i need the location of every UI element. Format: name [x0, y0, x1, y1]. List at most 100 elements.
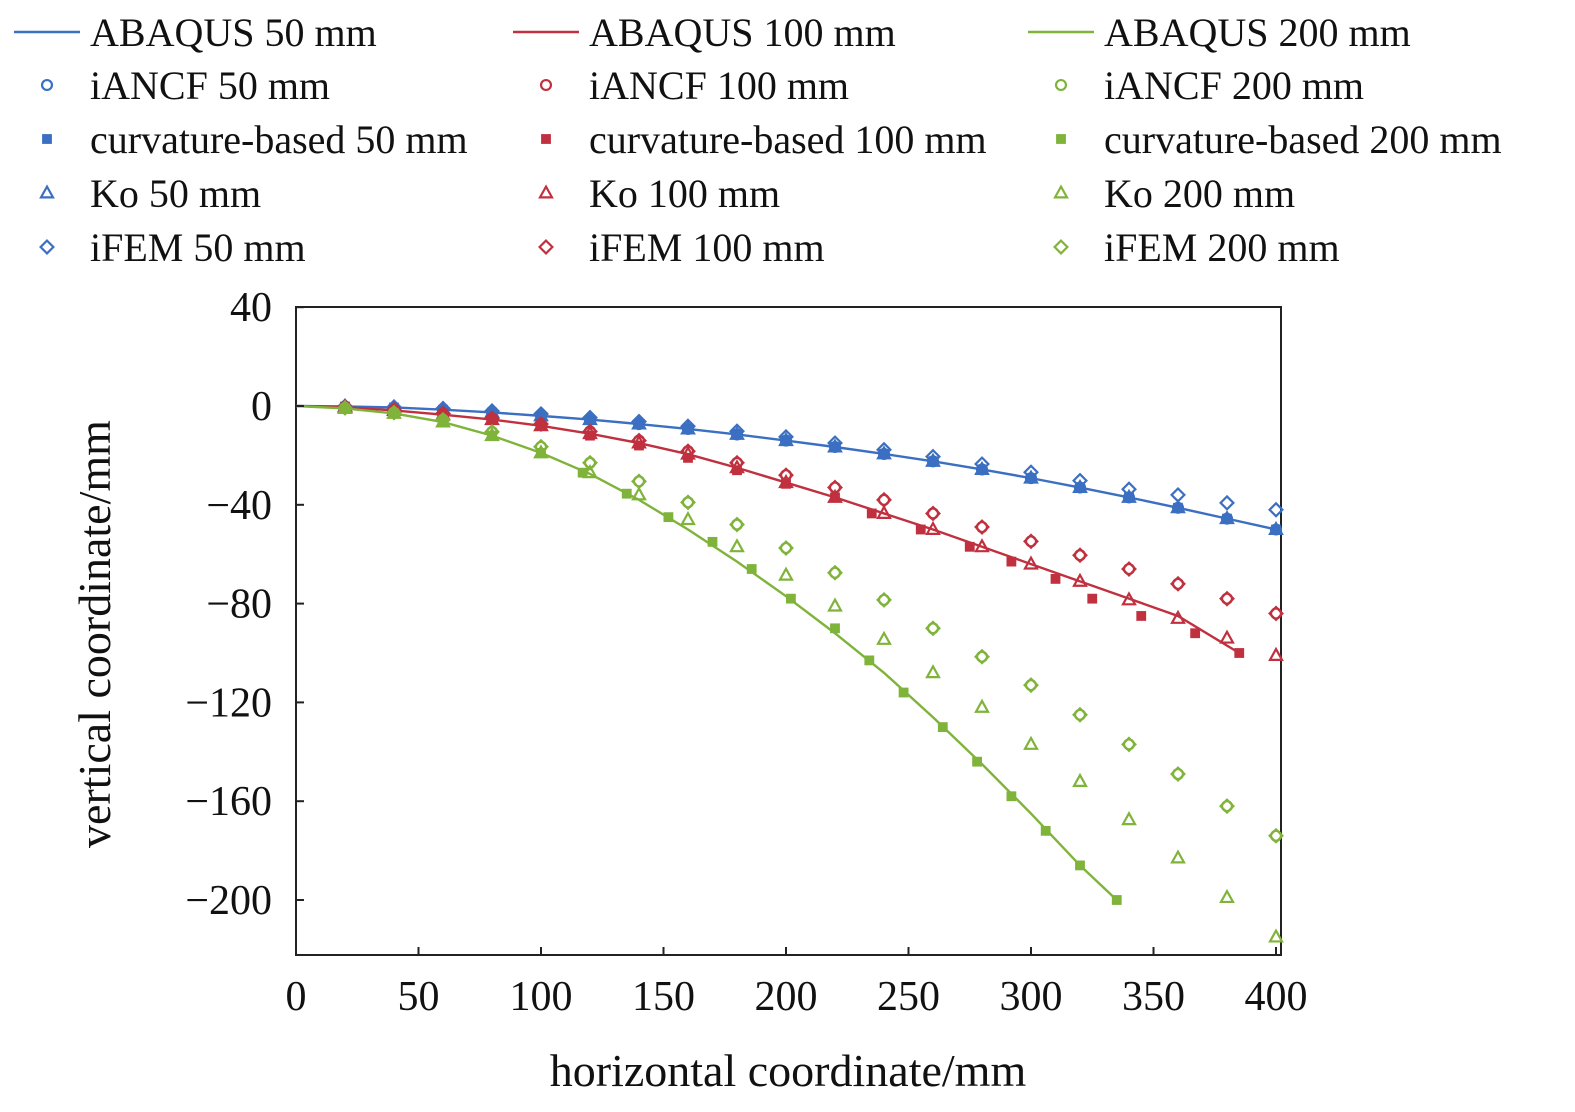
data-point — [1072, 706, 1088, 723]
data-point — [876, 630, 892, 645]
data-point — [1121, 488, 1137, 503]
series-abaqus-200-mm — [295, 404, 1118, 901]
data-point — [1121, 561, 1137, 577]
x-tick-label: 250 — [877, 974, 940, 1020]
data-point — [631, 413, 647, 430]
data-point — [1170, 849, 1186, 864]
data-point — [786, 593, 796, 604]
series-line — [295, 404, 1240, 655]
x-axis-ticks: 0 50 100 150 200 250 300 350 400 — [286, 947, 1308, 1020]
y-axis-ticks: 40 0 −40 −80 −120 −160 −200 — [185, 285, 304, 924]
legend-label: iANCF 50 mm — [90, 63, 330, 108]
data-point — [866, 508, 877, 519]
data-point — [1023, 735, 1039, 750]
data-point — [582, 464, 598, 479]
legend-item-ifem-200-mm: iFEM 200 mm — [1053, 225, 1340, 270]
legend-label: curvature-based 50 mm — [90, 117, 468, 162]
data-point — [1023, 533, 1039, 550]
data-point — [1268, 605, 1284, 622]
series-iancf-200-mm — [338, 401, 1283, 842]
data-point — [1170, 499, 1186, 514]
legend-marker-swatch — [42, 134, 52, 144]
data-point — [937, 722, 948, 733]
legend-marker-swatch — [539, 78, 553, 92]
data-point — [1072, 478, 1088, 494]
data-point — [972, 756, 983, 767]
legend-marker-swatch — [40, 78, 54, 92]
data-point — [1023, 677, 1039, 694]
legend-label: ABAQUS 50 mm — [90, 10, 377, 55]
data-point — [1268, 928, 1284, 943]
data-point — [663, 512, 674, 523]
legend-label: iFEM 200 mm — [1104, 225, 1340, 270]
data-point — [1219, 494, 1235, 511]
legend-label: curvature-based 200 mm — [1104, 117, 1502, 162]
data-point — [778, 467, 794, 484]
data-point — [830, 623, 840, 634]
data-point — [1170, 609, 1186, 624]
series-abaqus-100-mm — [295, 404, 1240, 655]
data-point — [1136, 611, 1147, 621]
plot-frame — [295, 306, 1282, 956]
legend-marker-swatch — [1054, 78, 1068, 92]
data-point — [1023, 464, 1039, 481]
legend-item-abaqus-100-mm: ABAQUS 100 mm — [513, 10, 896, 55]
data-point — [729, 454, 745, 471]
data-point — [827, 488, 843, 503]
data-point — [631, 432, 647, 449]
legend-marker-swatch — [1053, 239, 1069, 255]
data-point — [876, 504, 892, 519]
legend-item-iancf-200-mm: iANCF 200 mm — [1054, 63, 1364, 108]
data-point — [827, 597, 843, 612]
legend-label: iANCF 100 mm — [589, 63, 849, 108]
data-point — [435, 411, 451, 428]
data-point — [337, 400, 353, 416]
data-point — [1219, 798, 1235, 815]
data-point — [1072, 772, 1088, 787]
series-ko-50-mm — [337, 397, 1284, 536]
data-point — [925, 664, 941, 679]
data-point — [582, 454, 598, 471]
data-point — [1072, 472, 1088, 489]
data-point — [974, 456, 990, 473]
x-tick-label: 350 — [1122, 974, 1185, 1020]
legend-marker-swatch — [1053, 184, 1069, 199]
series-iancf-100-mm — [338, 400, 1283, 620]
data-point — [1268, 827, 1284, 844]
data-point — [974, 538, 990, 553]
legend-marker-swatch — [541, 134, 551, 144]
data-point — [778, 428, 794, 445]
data-point — [1234, 648, 1245, 658]
data-point — [876, 491, 892, 508]
data-point — [1170, 575, 1186, 592]
x-tick-label: 100 — [510, 974, 573, 1020]
x-tick-label: 200 — [755, 974, 818, 1020]
data-point — [680, 443, 696, 460]
data-point — [729, 516, 745, 533]
legend-item-curvature-based-100-mm: curvature-based 100 mm — [541, 117, 987, 162]
data-point — [778, 566, 794, 581]
x-tick-label: 400 — [1245, 974, 1308, 1020]
data-point — [974, 698, 990, 713]
plot-area — [295, 306, 1284, 956]
legend-item-ko-200-mm: Ko 200 mm — [1053, 171, 1295, 216]
data-point — [827, 479, 843, 496]
data-point — [1006, 791, 1017, 802]
series-curvature-based-50-mm — [340, 401, 1281, 535]
series-line — [295, 404, 1118, 901]
legend-item-abaqus-50-mm: ABAQUS 50 mm — [14, 10, 377, 55]
data-point — [1219, 509, 1235, 525]
data-point — [729, 538, 745, 553]
data-point — [729, 423, 745, 440]
x-tick-label: 150 — [632, 974, 695, 1020]
data-point — [631, 473, 647, 490]
data-point — [778, 473, 794, 489]
legend-label: iFEM 50 mm — [90, 225, 306, 270]
series-iancf-50-mm — [338, 400, 1283, 536]
data-point — [1121, 481, 1137, 498]
data-point — [827, 564, 843, 581]
legend-marker-swatch — [1056, 134, 1066, 144]
data-point — [1111, 895, 1122, 905]
series-ifem-50-mm — [337, 398, 1284, 518]
